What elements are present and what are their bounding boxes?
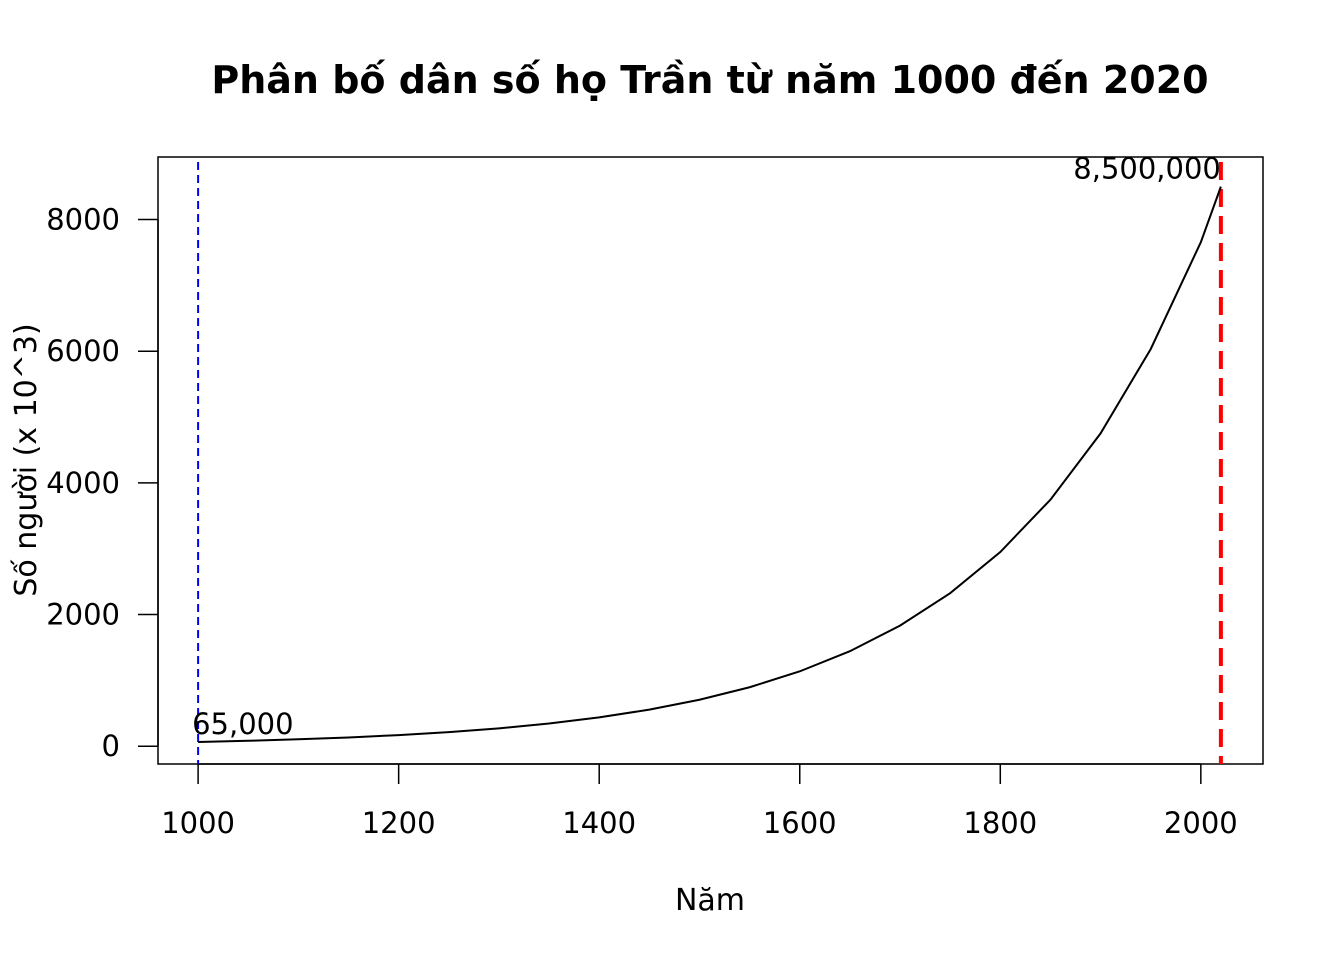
x-tick-label-1000: 1000 [161, 806, 235, 840]
x-tick-label-1400: 1400 [562, 806, 636, 840]
chart-title: Phân bố dân số họ Trần từ năm 1000 đến 2… [211, 58, 1208, 102]
x-tick-label-1800: 1800 [963, 806, 1037, 840]
series-line-0 [198, 186, 1222, 743]
y-axis-label: Số người (x 10^3) [9, 323, 44, 596]
y-tick-label-0: 0 [102, 729, 120, 763]
annotation-0: 65,000 [192, 707, 293, 741]
x-tick-label-1600: 1600 [763, 806, 837, 840]
plot-area: 1000 1200 1400 1600 1800 2000 0 2000 4000 6000 800… [46, 152, 1264, 840]
y-tick-label-4000: 4000 [46, 466, 120, 500]
annotation-1: 8,500,000 [1073, 152, 1221, 186]
y-tick-label-2000: 2000 [46, 598, 120, 632]
plot-frame [157, 156, 1264, 765]
x-tick-label-2000: 2000 [1164, 806, 1238, 840]
x-tick-label-1200: 1200 [362, 806, 436, 840]
y-tick-label-8000: 8000 [46, 203, 120, 237]
y-tick-label-6000: 6000 [46, 334, 120, 368]
x-axis-label: Năm [675, 883, 745, 918]
